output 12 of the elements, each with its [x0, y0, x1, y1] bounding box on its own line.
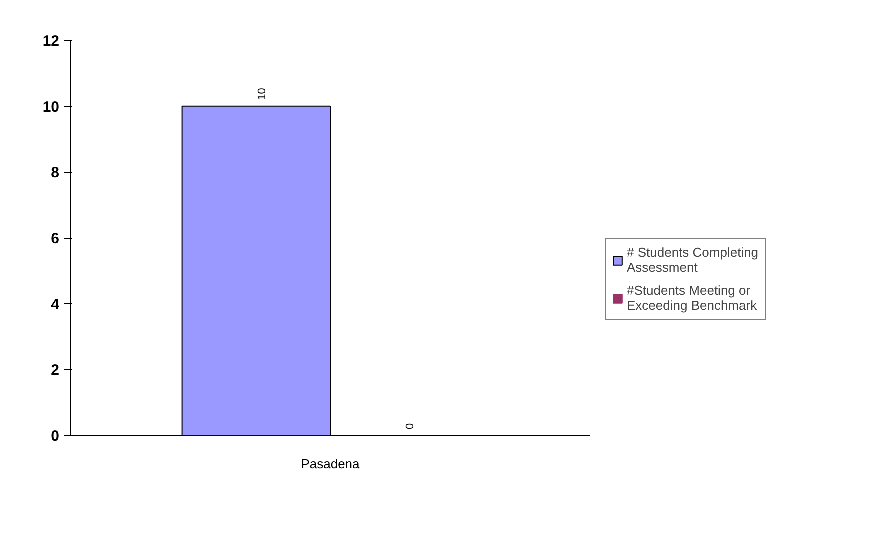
y-tick-label: 6 [51, 230, 60, 248]
y-tick-label: 8 [51, 164, 60, 182]
y-tick-label: 12 [42, 33, 60, 50]
y-tick-label: 10 [42, 98, 60, 116]
x-tick-label: Pasadena [301, 456, 361, 472]
data-label: 0 [404, 423, 417, 430]
data-label: 10 [256, 88, 268, 100]
y-tick-label: 4 [51, 296, 60, 314]
legend-label: #Students Meeting or Exceeding Benchmark [627, 283, 758, 313]
legend-label: # Students Completing Assessment [627, 245, 759, 275]
y-tick-label: 0 [51, 428, 60, 445]
y-tick-label: 2 [51, 362, 60, 380]
